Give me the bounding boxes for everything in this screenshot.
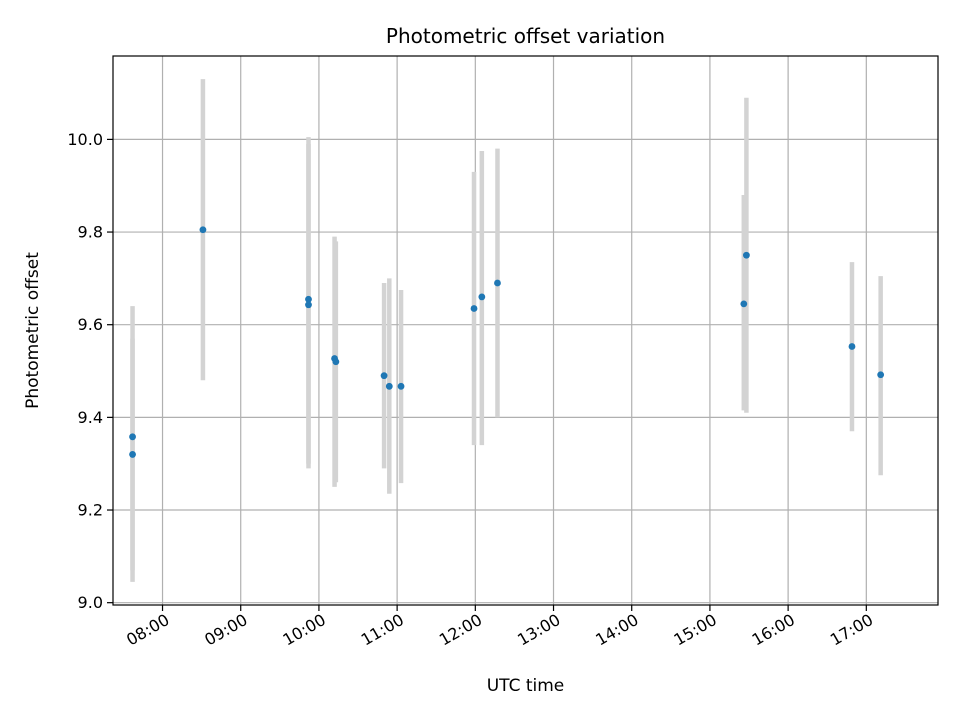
data-point — [743, 251, 750, 259]
data-point — [305, 301, 312, 309]
y-axis-ticks: 9.0 9.2 9.4 9.6 9.8 10.0 — [67, 130, 113, 612]
data-point — [129, 433, 136, 441]
data-point — [380, 372, 388, 380]
data-points — [129, 226, 885, 458]
data-point — [740, 300, 748, 308]
data-point — [199, 226, 207, 234]
chart-title: Photometric offset variation — [386, 24, 665, 48]
plot-area-frame — [112, 55, 939, 606]
data-point — [494, 279, 501, 287]
y-tick-label: 10.0 — [67, 130, 103, 149]
data-point — [305, 295, 312, 303]
data-point — [385, 382, 393, 390]
data-point — [397, 382, 405, 390]
y-tick-label: 9.4 — [78, 408, 103, 427]
data-point — [848, 343, 856, 350]
data-point — [129, 451, 136, 458]
y-tick-label: 9.8 — [78, 223, 103, 242]
y-axis-label: Photometric offset — [23, 252, 43, 409]
data-point — [877, 371, 885, 379]
data-point — [332, 358, 340, 366]
x-axis-label: UTC time — [487, 676, 565, 696]
y-tick-label: 9.6 — [78, 315, 103, 334]
y-tick-label: 9.0 — [78, 593, 103, 612]
y-tick-label: 9.2 — [78, 501, 103, 520]
data-point — [478, 293, 486, 301]
grid — [113, 56, 938, 605]
data-point — [470, 305, 478, 312]
